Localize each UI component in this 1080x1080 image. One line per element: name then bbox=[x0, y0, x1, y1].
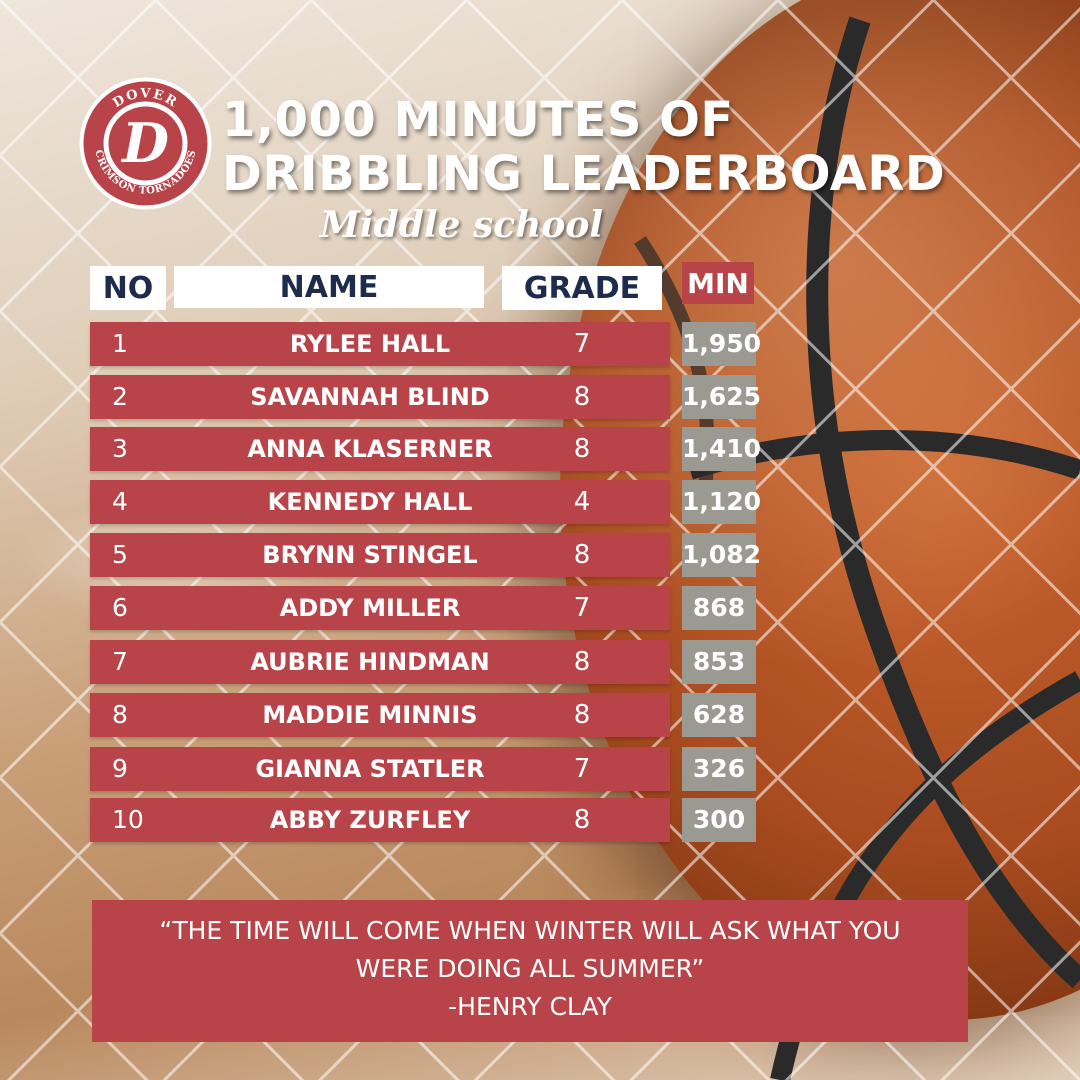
table-row: 7 AUBRIE HINDMAN 8 853 bbox=[0, 640, 1080, 684]
row-no: 8 bbox=[112, 700, 128, 729]
header-grade: GRADE bbox=[502, 266, 662, 310]
row-bar bbox=[90, 747, 670, 791]
table-row: 9 GIANNA STATLER 7 326 bbox=[0, 747, 1080, 791]
row-min: 1,120 bbox=[682, 487, 762, 516]
row-no: 4 bbox=[112, 487, 128, 516]
row-no: 6 bbox=[112, 593, 128, 622]
row-min-bg bbox=[682, 375, 756, 419]
row-no: 9 bbox=[112, 754, 128, 783]
table-row: 3 ANNA KLASERNER 8 1,410 bbox=[0, 427, 1080, 471]
row-grade: 8 bbox=[573, 382, 591, 412]
row-grade: 7 bbox=[573, 593, 591, 623]
row-min-bg bbox=[682, 322, 756, 366]
row-min: 1,082 bbox=[682, 540, 762, 569]
table-row: 1 RYLEE HALL 7 1,950 bbox=[0, 322, 1080, 366]
table-row: 8 MADDIE MINNIS 8 628 bbox=[0, 693, 1080, 737]
row-name: KENNEDY HALL bbox=[267, 488, 473, 516]
row-min: 853 bbox=[692, 647, 746, 676]
header-min: MIN bbox=[682, 262, 754, 304]
quote-author: -HENRY CLAY bbox=[448, 992, 612, 1021]
row-min-bg bbox=[682, 693, 756, 737]
header-no: NO bbox=[90, 266, 166, 310]
title-line-1: 1,000 MINUTES OF bbox=[222, 92, 734, 148]
row-no: 1 bbox=[112, 329, 128, 358]
row-name: SAVANNAH BLIND bbox=[250, 383, 490, 411]
row-name: ABBY ZURFLEY bbox=[269, 806, 471, 834]
row-grade: 8 bbox=[573, 647, 591, 677]
dover-logo-icon: DOVER CRIMSON TORNADOES D bbox=[79, 77, 212, 210]
table-row: 10 ABBY ZURFLEY 8 300 bbox=[0, 798, 1080, 842]
row-min-bg bbox=[682, 640, 756, 684]
subtitle: Middle school bbox=[320, 204, 604, 246]
row-min: 326 bbox=[692, 754, 746, 783]
table-row: 4 KENNEDY HALL 4 1,120 bbox=[0, 480, 1080, 524]
row-name: ANNA KLASERNER bbox=[247, 435, 493, 463]
table-row: 2 SAVANNAH BLIND 8 1,625 bbox=[0, 375, 1080, 419]
table-row: 6 ADDY MILLER 7 868 bbox=[0, 586, 1080, 630]
quote-line-1: “THE TIME WILL COME WHEN WINTER WILL ASK… bbox=[159, 916, 901, 945]
row-bar bbox=[90, 322, 670, 366]
row-name: ADDY MILLER bbox=[279, 594, 461, 622]
row-min-bg bbox=[682, 747, 756, 791]
row-name: MADDIE MINNIS bbox=[262, 701, 478, 729]
row-name: AUBRIE HINDMAN bbox=[250, 648, 490, 676]
row-bar bbox=[90, 640, 670, 684]
row-bar bbox=[90, 798, 670, 842]
row-grade: 7 bbox=[573, 754, 591, 784]
header-name: NAME bbox=[174, 266, 484, 308]
row-min-bg bbox=[682, 533, 756, 577]
row-grade: 7 bbox=[573, 329, 591, 359]
row-bar bbox=[90, 375, 670, 419]
row-no: 2 bbox=[112, 382, 128, 411]
table-row: 5 BRYNN STINGEL 8 1,082 bbox=[0, 533, 1080, 577]
row-min: 1,410 bbox=[682, 434, 762, 463]
row-bar bbox=[90, 480, 670, 524]
row-min-bg bbox=[682, 586, 756, 630]
row-no: 10 bbox=[112, 805, 144, 834]
row-name: RYLEE HALL bbox=[289, 330, 451, 358]
row-no: 7 bbox=[112, 647, 128, 676]
row-grade: 8 bbox=[573, 805, 591, 835]
row-grade: 8 bbox=[573, 540, 591, 570]
row-min: 1,950 bbox=[682, 329, 762, 358]
row-bar bbox=[90, 693, 670, 737]
row-bar bbox=[90, 427, 670, 471]
row-no: 5 bbox=[112, 540, 128, 569]
row-grade: 8 bbox=[573, 700, 591, 730]
row-name: BRYNN STINGEL bbox=[262, 541, 478, 569]
row-min-bg bbox=[682, 480, 756, 524]
row-min: 868 bbox=[692, 593, 746, 622]
logo-letter: D bbox=[120, 111, 169, 175]
row-grade: 8 bbox=[573, 434, 591, 464]
row-name: GIANNA STATLER bbox=[255, 755, 485, 783]
row-grade: 4 bbox=[573, 487, 591, 517]
title-line-2: DRIBBLING LEADERBOARD bbox=[222, 146, 946, 202]
row-min-bg bbox=[682, 427, 756, 471]
quote-box: “THE TIME WILL COME WHEN WINTER WILL ASK… bbox=[92, 900, 968, 1042]
row-min: 300 bbox=[692, 805, 746, 834]
row-bar bbox=[90, 586, 670, 630]
row-min: 628 bbox=[692, 700, 746, 729]
row-min: 1,625 bbox=[682, 382, 762, 411]
row-bar bbox=[90, 533, 670, 577]
row-no: 3 bbox=[112, 434, 128, 463]
row-min-bg bbox=[682, 798, 756, 842]
quote-line-2: WERE DOING ALL SUMMER” bbox=[355, 954, 705, 983]
